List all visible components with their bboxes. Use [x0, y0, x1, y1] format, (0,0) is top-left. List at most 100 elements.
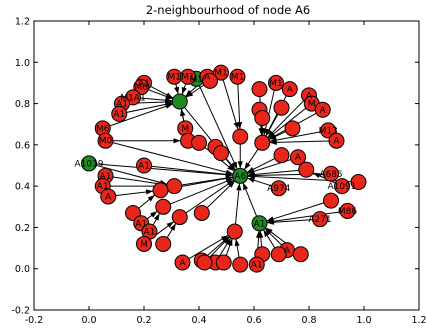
- node-n62: [226, 223, 243, 240]
- node-label: A1: [144, 228, 156, 238]
- node-n35: [191, 134, 207, 151]
- node-n20: [281, 81, 298, 98]
- edge-arrowhead: [227, 238, 233, 247]
- node-n17: [229, 68, 246, 85]
- node-label: A1: [251, 261, 263, 271]
- node-n54: [155, 198, 172, 215]
- edge-arrowhead: [269, 139, 277, 145]
- node-label: A: [295, 153, 302, 163]
- node-label: A: [105, 192, 112, 202]
- node-n10: [111, 105, 128, 122]
- node-n13: [180, 68, 196, 85]
- edge-layer: [88, 72, 359, 265]
- chart-title: 2-neighbourhood of node A6: [146, 3, 310, 17]
- node-label: M6: [135, 83, 149, 93]
- node-n15: [213, 64, 229, 81]
- node-label: M1: [231, 73, 245, 83]
- node-n37: [213, 145, 229, 162]
- node-label: M0: [99, 137, 113, 147]
- node-label: A6: [234, 172, 246, 182]
- x-tick-label: 0.0: [81, 315, 96, 326]
- node-n57: [171, 209, 188, 226]
- edge: [143, 165, 241, 177]
- edge-arrowhead: [173, 138, 181, 144]
- edge-arrowhead: [247, 171, 255, 178]
- y-tick-label: 0.0: [15, 264, 30, 275]
- edge-arrowhead: [181, 86, 187, 95]
- edge-arrowhead: [185, 91, 194, 98]
- node-n42: [334, 178, 350, 195]
- edge-arrowhead: [236, 121, 243, 130]
- node-n19: [251, 81, 268, 98]
- node-label: M1: [190, 75, 204, 85]
- edge-arrowhead: [231, 161, 238, 169]
- node-label: A1: [135, 219, 147, 229]
- node-label: A685: [319, 170, 342, 180]
- y-tick-label: 0.4: [15, 182, 30, 193]
- node-label: A: [284, 246, 291, 256]
- edge: [88, 162, 241, 177]
- node-label: A1: [138, 162, 150, 172]
- node-label: M1: [269, 79, 283, 89]
- node-n53: [100, 188, 117, 205]
- x-tick-label: 0.8: [301, 315, 316, 326]
- y-tick-label: 1.0: [15, 58, 30, 69]
- node-label: M1: [181, 73, 195, 83]
- x-tick-label: -0.2: [25, 315, 44, 326]
- edge-arrowhead: [222, 236, 230, 244]
- edge-arrowhead: [244, 162, 251, 170]
- node-label: M6: [96, 124, 110, 134]
- node-label: M13: [319, 126, 338, 136]
- node-n70: [215, 254, 232, 271]
- edge-arrowhead: [313, 172, 321, 179]
- edge-arrowhead: [228, 181, 235, 188]
- node-n16: [202, 72, 218, 89]
- node-n66: [270, 246, 287, 263]
- node-label: A: [306, 91, 313, 101]
- node-n38: [136, 157, 152, 174]
- node-label: A1: [116, 100, 128, 110]
- y-tick-label: 0.2: [15, 223, 30, 234]
- node-label: A1019: [74, 159, 103, 169]
- node-n2: [171, 93, 188, 110]
- node-n48: [312, 211, 328, 228]
- y-axis: -0.2 0.0 0.2 0.4 0.6 0.8 1.0 1.2: [11, 17, 419, 317]
- node-n27: [284, 120, 301, 137]
- node-n43: [350, 174, 367, 191]
- node-n56: [193, 204, 210, 221]
- node-n60: [155, 235, 172, 252]
- edge-arrowhead: [269, 134, 277, 140]
- node-label: A1: [97, 182, 109, 192]
- node-n47: [339, 202, 356, 219]
- edge-arrowhead: [227, 164, 235, 172]
- edge-arrowhead: [268, 131, 276, 139]
- node-label: A1: [254, 219, 266, 229]
- edge-arrowhead: [166, 221, 174, 228]
- node-n23: [273, 99, 290, 116]
- edge-arrowhead: [263, 229, 270, 237]
- node-label: A974: [267, 184, 291, 194]
- node-n1: [232, 167, 249, 184]
- edge-arrowhead: [185, 89, 193, 97]
- node-n4: [251, 215, 268, 232]
- node-n18: [268, 74, 284, 91]
- edge-arrowhead: [147, 195, 155, 202]
- x-tick-label: 1.0: [356, 315, 371, 326]
- node-label: A1: [100, 172, 112, 182]
- node-label: A1: [138, 79, 150, 89]
- node-n45: [270, 180, 287, 197]
- node-n61: [136, 235, 152, 252]
- node-label: A: [333, 137, 340, 147]
- node-n34: [97, 132, 114, 149]
- x-tick-label: 0.2: [136, 315, 151, 326]
- node-label: A: [287, 85, 294, 95]
- node-label: M1: [214, 69, 228, 79]
- node-label: A1091: [327, 182, 356, 192]
- edge-arrowhead: [233, 121, 239, 130]
- node-label: M1A1: [120, 93, 145, 103]
- x-tick-label: 1.2: [411, 315, 426, 326]
- edge-arrowhead: [243, 182, 249, 191]
- x-axis: -0.2 0.0 0.2 0.4 0.6 0.8 1.0 1.2: [25, 21, 426, 326]
- y-tick-label: 0.8: [15, 99, 30, 110]
- node-n44: [298, 161, 315, 178]
